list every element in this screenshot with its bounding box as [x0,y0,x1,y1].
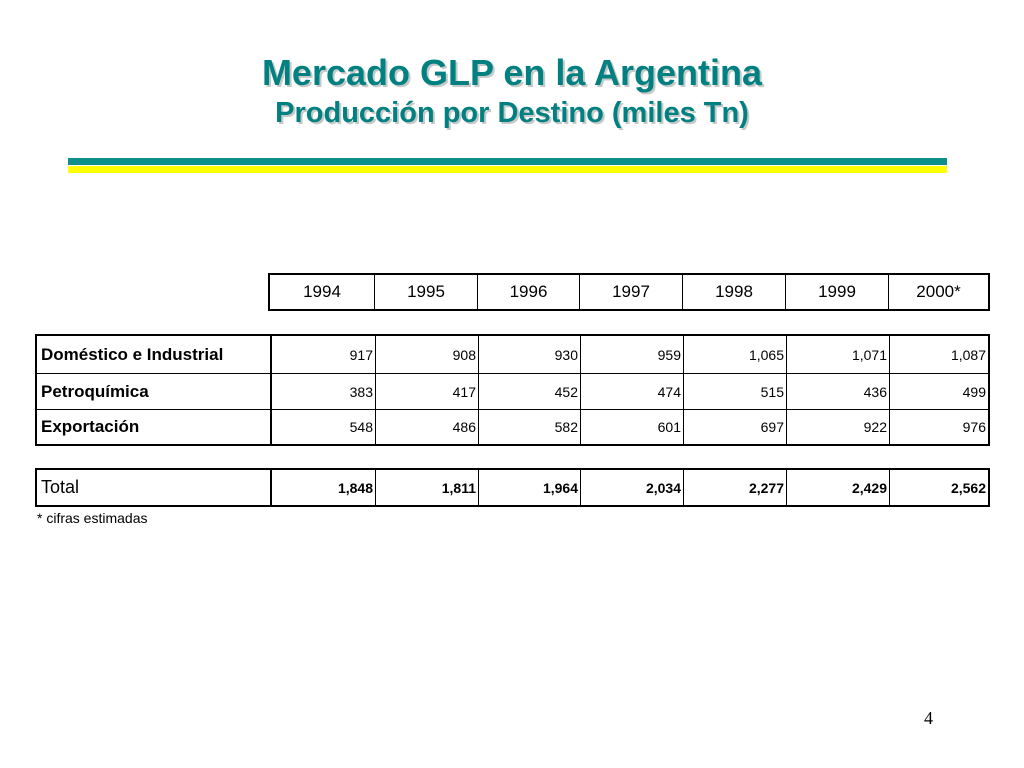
year-2000: 2000* [888,275,988,309]
slide-subtitle: Producción por Destino (miles Tn) [275,97,749,129]
total-cell: 1,811 [375,470,478,505]
total-table: Total 1,848 1,811 1,964 2,034 2,277 2,42… [35,468,990,507]
table-cell: 697 [683,410,786,444]
table-row: Exportación 548 486 582 601 697 922 976 [37,409,988,444]
total-row: Total 1,848 1,811 1,964 2,034 2,277 2,42… [37,470,988,505]
table-cell: 917 [349,346,373,363]
total-cell: 1,964 [478,470,580,505]
destination-table: Doméstico e Industrial 917 908 930 959 1… [35,334,990,446]
total-label: Total [37,470,272,505]
page-number: 4 [924,708,933,728]
table-cell: 548 [349,419,373,435]
table-cell: 499 [889,374,988,409]
table-cell: 383 [349,383,373,400]
table-row: Petroquímica 383 417 452 474 515 436 499 [37,373,988,409]
table-cell: 417 [375,374,478,409]
year-header: 1994 1995 1996 1997 1998 1999 2000* [268,273,990,311]
year-1999: 1999 [785,275,888,309]
table-cell: 452 [478,374,580,409]
total-cell: 2,277 [683,470,786,505]
yellow-divider [68,166,947,173]
table-cell: 582 [478,410,580,444]
table-row: Doméstico e Industrial 917 908 930 959 1… [37,336,988,373]
table-cell: 1,065 [683,336,786,373]
year-1996: 1996 [477,275,579,309]
table-cell: 436 [786,374,889,409]
table-cell: 976 [889,410,988,444]
table-cell: 922 [786,410,889,444]
table-cell: 601 [580,410,683,444]
total-cell: 2,034 [580,470,683,505]
table-cell: 486 [375,410,478,444]
total-cell: 1,848 [337,479,373,496]
slide-title: Mercado GLP en la Argentina [261,52,763,93]
teal-divider [68,158,947,165]
table-cell: 474 [580,374,683,409]
table-cell: 1,087 [889,336,988,373]
row-label: Petroquímica [37,374,272,409]
row-label: Doméstico e Industrial [37,336,272,373]
total-cell: 2,429 [786,470,889,505]
year-1997: 1997 [579,275,682,309]
total-cell: 2,562 [889,470,988,505]
table-cell: 908 [375,336,478,373]
year-1995: 1995 [374,275,477,309]
table-cell: 515 [683,374,786,409]
year-1994: 1994 [303,282,341,301]
table-cell: 959 [580,336,683,373]
table-cell: 930 [478,336,580,373]
table-cell: 1,071 [786,336,889,373]
row-label: Exportación [37,410,272,444]
year-1998: 1998 [682,275,785,309]
footnote: * cifras estimadas [37,510,148,526]
